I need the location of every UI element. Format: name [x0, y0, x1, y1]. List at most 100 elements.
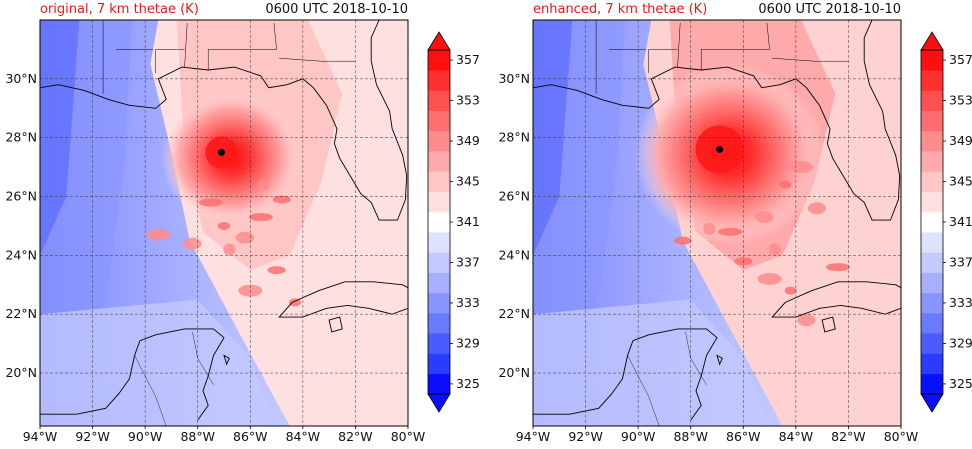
y-tick-label: 30°N [5, 71, 37, 86]
convective-cell [146, 228, 171, 241]
right-panel-time: 0600 UTC 2018-10-10 [758, 2, 901, 17]
colorbar-tick-label: 349 [949, 133, 972, 148]
y-tick-label: 28°N [5, 130, 37, 145]
colorbar-tick-label: 353 [456, 93, 480, 108]
convective-cell [198, 198, 223, 207]
island-coastline [223, 354, 230, 366]
colorbar-segment [921, 151, 943, 172]
convective-cell [248, 213, 273, 222]
map-frame [532, 19, 902, 427]
x-tick-label: 94°W [516, 429, 551, 444]
state-border [627, 355, 660, 426]
x-tick-label: 90°W [621, 429, 656, 444]
convective-cell [784, 286, 797, 295]
island-coastline [278, 281, 408, 318]
y-tick-label: 20°N [5, 365, 37, 380]
left-panel-title: original, 7 km thetae (K) [40, 2, 199, 17]
colorbar-segment [428, 313, 450, 334]
colorbar-segment [428, 333, 450, 354]
x-tick-label: 82°W [338, 429, 373, 444]
colorbar-segment [921, 333, 943, 354]
y-tick-label: 24°N [5, 247, 37, 262]
colorbar-segment [921, 171, 943, 192]
convective-cell [703, 222, 716, 235]
convective-cell [218, 221, 230, 230]
colorbar-tick-label: 357 [456, 52, 480, 67]
x-tick-label: 92°W [568, 429, 603, 444]
colorbar-extend-max [427, 31, 451, 51]
colorbar-tick-label: 345 [949, 174, 972, 189]
y-tick-label: 20°N [498, 365, 530, 380]
colorbar-tick-label: 357 [949, 52, 972, 67]
colorbar-tick-label: 345 [456, 174, 480, 189]
state-border [700, 22, 770, 70]
convective-cell [807, 202, 826, 215]
state-border [677, 22, 681, 68]
island-coastline [716, 354, 723, 366]
colorbar-segment [921, 50, 943, 71]
colorbar-segment [428, 373, 450, 395]
x-tick-label: 90°W [128, 429, 163, 444]
coastline [533, 20, 901, 221]
x-tick-label: 84°W [779, 429, 814, 444]
convective-cell [755, 211, 774, 224]
colorbar-tick-label: 353 [949, 93, 972, 108]
x-tick-label: 88°W [673, 429, 708, 444]
state-border [155, 49, 185, 73]
colorbar-segment [921, 211, 943, 233]
state-border [134, 355, 167, 426]
colorbar-segment [428, 292, 450, 314]
y-tick-label: 26°N [498, 189, 530, 204]
convective-cell [825, 263, 850, 272]
left-panel-time: 0600 UTC 2018-10-10 [265, 2, 408, 17]
colorbar-segment [428, 211, 450, 233]
convective-cell [223, 243, 236, 256]
map-panel-original [40, 20, 408, 426]
colorbar-segment [921, 373, 943, 395]
convective-cell [789, 161, 814, 174]
colorbar-extend-max [920, 31, 944, 51]
colorbar-segment [921, 70, 943, 91]
map-panel-enhanced [533, 20, 901, 426]
state-border [772, 57, 849, 62]
island-coastline [771, 281, 901, 318]
x-tick-label: 94°W [23, 429, 58, 444]
y-tick-label: 28°N [498, 130, 530, 145]
right-panel-title: enhanced, 7 km thetae (K) [533, 2, 708, 17]
cool-south [533, 299, 770, 426]
cold-region [40, 20, 80, 256]
convective-cell [288, 298, 301, 307]
colorbar-segment [428, 272, 450, 294]
x-tick-label: 88°W [180, 429, 215, 444]
y-tick-label: 24°N [498, 247, 530, 262]
colorbar-segment [921, 130, 943, 152]
coastline [533, 328, 718, 421]
colorbar-segment [921, 232, 943, 253]
colorbar-segment [921, 313, 943, 334]
state-border [648, 49, 678, 73]
x-tick-label: 80°W [884, 429, 919, 444]
colorbar-tick-label: 325 [456, 376, 480, 391]
convective-cell [718, 227, 743, 236]
storm-center-marker [217, 148, 225, 156]
colorbar-extend-min [920, 393, 944, 413]
colorbar-tick-label: 349 [456, 133, 480, 148]
cool-south [40, 299, 277, 426]
colorbar-segment [428, 90, 450, 112]
y-tick-label: 22°N [498, 306, 530, 321]
colorbar-segment [428, 151, 450, 172]
x-tick-label: 84°W [286, 429, 321, 444]
cold-region [533, 20, 573, 256]
colorbar-tick-label: 329 [949, 335, 972, 350]
colorbar-tick-label: 337 [949, 254, 972, 269]
x-tick-label: 86°W [233, 429, 268, 444]
x-tick-label: 86°W [726, 429, 761, 444]
x-tick-label: 92°W [75, 429, 110, 444]
coastline [40, 328, 225, 421]
colorbar-tick-label: 329 [456, 335, 480, 350]
colorbar-segment [428, 252, 450, 273]
convective-cell [236, 231, 255, 244]
map-frame [39, 19, 409, 427]
colorbar-segment [921, 353, 943, 375]
